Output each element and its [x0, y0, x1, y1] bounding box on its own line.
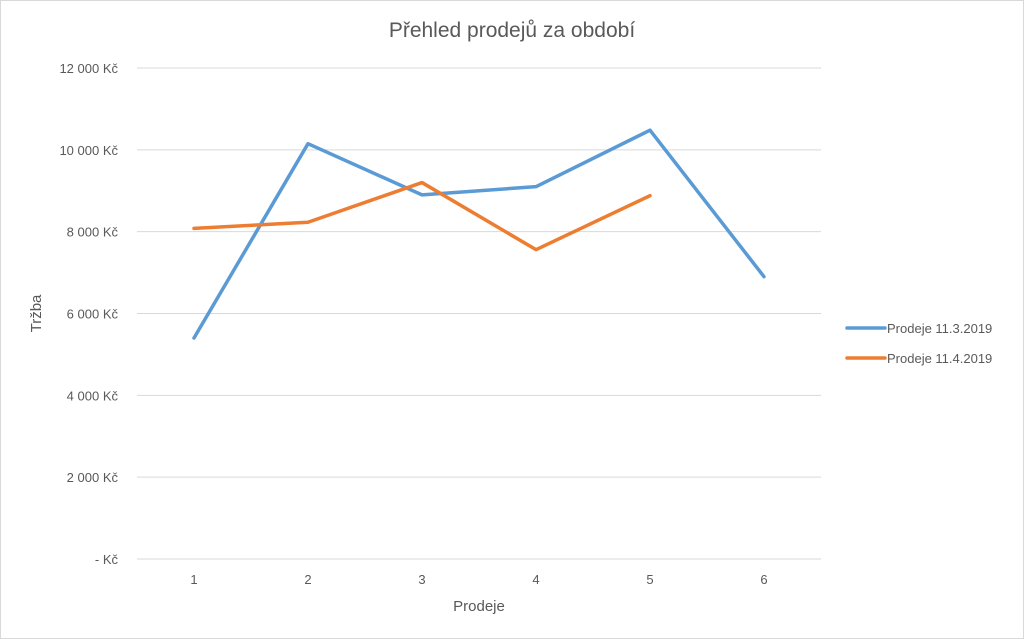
x-tick-label: 5 [646, 572, 653, 587]
series-line-1 [192, 128, 766, 340]
y-tick-label: 4 000 Kč [67, 388, 119, 403]
x-tick-label: 1 [190, 572, 197, 587]
y-axis-title: Tržba [28, 294, 45, 332]
x-tick-label: 2 [304, 572, 311, 587]
y-tick-label: 12 000 Kč [59, 61, 118, 76]
y-tick-label: 6 000 Kč [67, 307, 119, 322]
x-tick-label: 6 [760, 572, 767, 587]
y-tick-label: 2 000 Kč [67, 470, 119, 485]
series-lines [192, 128, 766, 340]
y-tick-label: - Kč [95, 552, 119, 567]
chart-title: Přehled prodejů za období [388, 19, 636, 42]
legend: Prodeje 11.3.2019 Prodeje 11.4.2019 [845, 321, 992, 366]
x-tick-labels: 1 2 3 4 5 6 [190, 572, 767, 587]
legend-label-2: Prodeje 11.4.2019 [887, 351, 992, 366]
y-tick-label: 8 000 Kč [67, 225, 119, 240]
gridlines [137, 67, 821, 560]
x-axis-title: Prodeje [453, 598, 505, 615]
series-line-2 [192, 180, 652, 252]
x-tick-label: 3 [418, 572, 425, 587]
y-tick-label: 10 000 Kč [59, 143, 118, 158]
legend-label-1: Prodeje 11.3.2019 [887, 321, 992, 336]
x-tick-label: 4 [532, 572, 539, 587]
y-tick-labels: - Kč 2 000 Kč 4 000 Kč 6 000 Kč 8 000 Kč 10 0… [59, 61, 118, 567]
